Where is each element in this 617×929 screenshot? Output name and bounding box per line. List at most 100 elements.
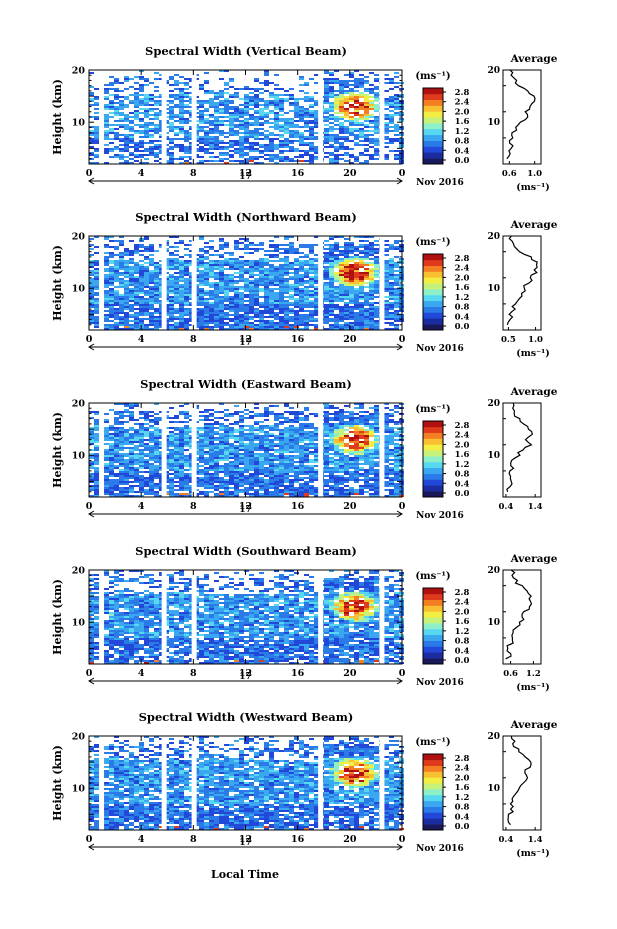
colorbar-tick-label: 0.4 [455, 146, 470, 156]
data-gap-1 [99, 70, 105, 164]
average-y-tick-label: 20 [487, 399, 500, 409]
colorbar-swatch [423, 800, 443, 807]
y-tick-label: 20 [72, 732, 86, 743]
average-profile: Average 20 10 0.5 1.0 (ms⁻¹) [487, 219, 557, 359]
average-profile-line [505, 569, 533, 660]
average-x-tick-label: 1.0 [528, 335, 543, 345]
colorbar-tick-label: 1.2 [455, 627, 470, 637]
x-tick-label: 4 [138, 168, 145, 179]
x-tick-label: 0 [399, 834, 406, 845]
panel-title: Spectral Width (Westward Beam) [139, 710, 354, 724]
colorbar-unit-label: (ms⁻¹) [415, 237, 450, 248]
data-gap-3 [191, 236, 197, 330]
chart-panel-2: Spectral Width (Northward Beam) 0 4 8 12 16 20… [51, 210, 558, 359]
x-tick-label: 8 [190, 168, 197, 179]
colorbar-tick-label: 0.4 [455, 479, 470, 489]
colorbar-swatch [423, 658, 443, 665]
heatmap-cells [89, 70, 404, 164]
data-gap-2 [161, 70, 167, 164]
x-tick-label: 0 [399, 334, 406, 345]
average-profile-line [506, 235, 538, 325]
x-tick-label: 12 [239, 834, 252, 845]
colorbar-swatch [423, 152, 443, 159]
colorbar-swatch [423, 432, 443, 439]
data-gap-5 [379, 236, 385, 330]
colorbar-swatch [423, 277, 443, 284]
colorbar-swatch [423, 759, 443, 766]
colorbar-tick-label: 0.4 [455, 812, 470, 822]
heatmap-cells [89, 403, 404, 497]
colorbar-swatch [423, 134, 443, 141]
x-tick-label: 0 [86, 334, 93, 345]
average-title: Average [510, 53, 558, 65]
colorbar-tick-label: 1.2 [455, 127, 470, 137]
data-gap-4 [318, 403, 324, 497]
colorbar-swatch [423, 444, 443, 451]
panel-title: Spectral Width (Eastward Beam) [140, 377, 352, 391]
colorbar-swatch [423, 479, 443, 486]
day-label: 17 [239, 172, 252, 182]
y-tick-label: 10 [72, 284, 86, 295]
average-title: Average [510, 719, 558, 731]
average-y-tick-label: 20 [487, 566, 500, 576]
colorbar-swatch [423, 294, 443, 302]
x-tick-label: 4 [138, 834, 145, 845]
x-tick-label: 20 [343, 501, 357, 512]
colorbar-swatch [423, 88, 443, 95]
colorbar-swatch [423, 818, 443, 825]
colorbar-tick-label: 0.0 [455, 656, 470, 666]
data-gap-3 [191, 570, 197, 664]
colorbar-swatch [423, 485, 443, 492]
chart-panel-5: Spectral Width (Westward Beam) 0 4 8 12 16 20 0… [51, 710, 558, 859]
x-tick-label: 20 [343, 668, 357, 679]
x-tick-label: 8 [190, 334, 197, 345]
colorbar-swatch [423, 640, 443, 647]
colorbar-swatch [423, 259, 443, 266]
colorbar-swatch [423, 456, 443, 463]
average-y-tick-label: 10 [487, 118, 500, 128]
heatmap-cells [89, 570, 404, 664]
heatmap-cells [89, 736, 404, 830]
colorbar-swatch [423, 105, 443, 112]
colorbar-swatch [423, 117, 443, 124]
colorbar-tick-label: 0.8 [455, 470, 470, 480]
average-x-tick-label: 1.2 [526, 669, 541, 679]
y-tick-label: 20 [72, 566, 86, 577]
average-profile: Average 20 10 0.4 1.4 (ms⁻¹) [487, 719, 557, 859]
colorbar-tick-label: 1.6 [455, 450, 470, 460]
x-tick-label: 16 [291, 501, 305, 512]
data-gap-2 [161, 236, 167, 330]
data-gap-1 [99, 736, 105, 830]
date-label: Nov 2016 [416, 178, 464, 188]
average-x-axis-label: (ms⁻¹) [516, 682, 550, 693]
colorbar-tick-label: 2.8 [455, 254, 470, 264]
average-x-tick-label: 0.5 [501, 335, 516, 345]
average-x-tick-label: 0.4 [499, 835, 514, 845]
colorbar-tick-label: 2.8 [455, 421, 470, 431]
average-x-axis-label: (ms⁻¹) [516, 348, 550, 359]
average-profile: Average 20 10 0.6 1.0 (ms⁻¹) [487, 53, 557, 193]
heatmap-cells [89, 236, 404, 330]
day-axis-arrow-right [396, 677, 403, 685]
colorbar-tick-label: 1.2 [455, 293, 470, 303]
colorbar-swatch [423, 461, 443, 469]
day-label: 17 [239, 838, 252, 848]
colorbar-tick-label: 1.6 [455, 283, 470, 293]
average-profile-line [507, 735, 532, 826]
colorbar-swatch [423, 450, 443, 457]
panel-title: Spectral Width (Southward Beam) [135, 544, 357, 558]
average-x-tick-label: 1.0 [527, 169, 542, 179]
colorbar-tick-label: 0.8 [455, 637, 470, 647]
average-title: Average [510, 219, 558, 231]
colorbar-tick-label: 2.0 [455, 273, 470, 283]
colorbar-swatch [423, 128, 443, 136]
x-tick-label: 4 [138, 668, 145, 679]
colorbar: (ms⁻¹) 2.82.42.01.61.20.80.40.0 [415, 71, 469, 166]
colorbar-tick-label: 0.0 [455, 489, 470, 499]
data-gap-1 [99, 236, 105, 330]
average-y-tick-label: 20 [487, 732, 500, 742]
y-tick-label: 10 [72, 118, 86, 129]
average-x-tick-label: 0.4 [499, 502, 514, 512]
average-x-tick-label: 1.4 [528, 502, 543, 512]
x-tick-label: 12 [239, 334, 252, 345]
